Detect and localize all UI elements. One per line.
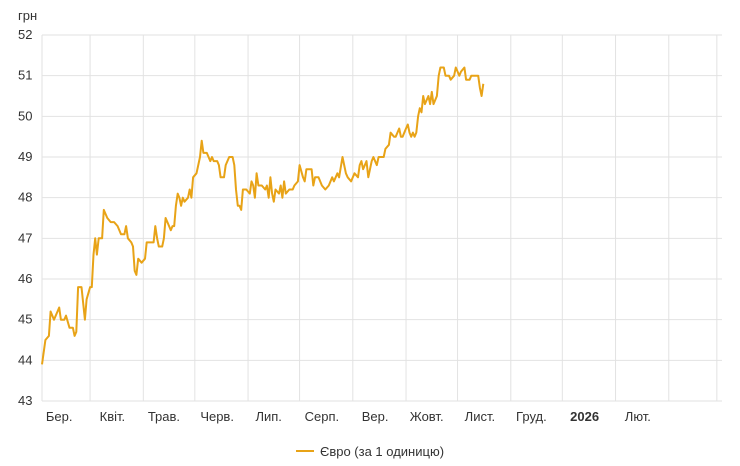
series-line-euro[interactable] <box>41 66 485 365</box>
x-axis-ticks: Бер. Квіт. Трав. Черв. Лип. Серп. Вер. Жовт. Лис… <box>46 409 651 424</box>
y-tick-label: 44 <box>18 352 32 367</box>
series <box>41 66 485 365</box>
x-tick-label: Груд. <box>516 409 547 424</box>
y-tick-label: 49 <box>18 149 32 164</box>
y-tick-label: 45 <box>18 312 32 327</box>
x-tick-label: Серп. <box>305 409 340 424</box>
y-axis-unit-label: грн <box>18 8 37 23</box>
y-tick-label: 52 <box>18 27 32 42</box>
y-tick-label: 46 <box>18 271 32 286</box>
x-tick-label: Бер. <box>46 409 73 424</box>
y-tick-label: 51 <box>18 68 32 83</box>
legend-label: Євро (за 1 одиницю) <box>319 443 445 459</box>
gridlines <box>41 34 722 402</box>
x-tick-label: Лист. <box>465 409 495 424</box>
legend-swatch <box>295 450 314 452</box>
y-tick-label: 50 <box>18 108 32 123</box>
x-tick-label: 2026 <box>570 409 599 424</box>
y-tick-label: 47 <box>18 230 32 245</box>
x-tick-label: Черв. <box>200 409 234 424</box>
y-tick-label: 43 <box>18 393 32 408</box>
x-tick-label: Лют. <box>625 409 651 424</box>
y-axis-ticks: 43 44 45 46 47 48 49 50 51 52 <box>18 27 32 408</box>
y-tick-label: 48 <box>18 190 32 205</box>
x-tick-label: Жовт. <box>410 409 444 424</box>
legend[interactable]: Євро (за 1 одиницю) <box>0 440 740 462</box>
x-tick-label: Лип. <box>255 409 281 424</box>
x-tick-label: Квіт. <box>100 409 126 424</box>
x-tick-label: Трав. <box>148 409 180 424</box>
x-tick-label: Вер. <box>362 409 389 424</box>
